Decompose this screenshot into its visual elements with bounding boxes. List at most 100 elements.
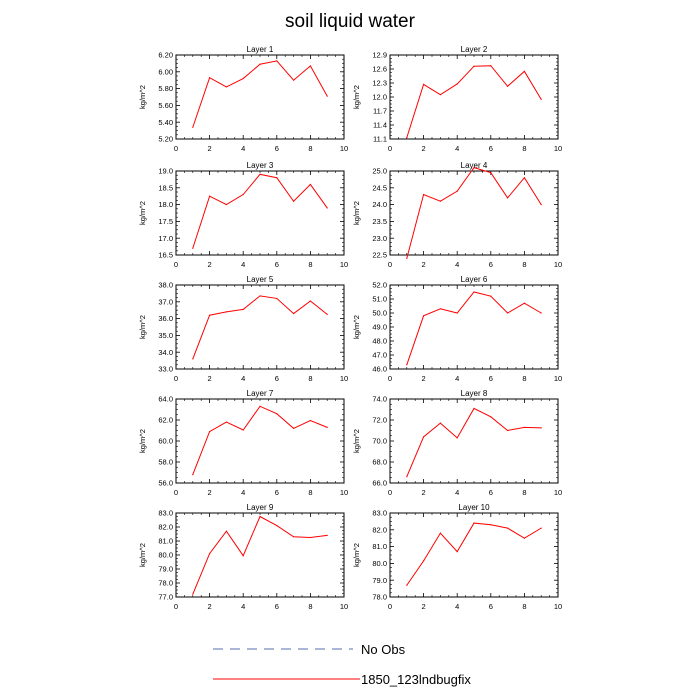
y-tick-label: 78.0: [158, 579, 173, 588]
plot-frame: [389, 512, 559, 598]
panel-grid: Layer 10 2 4 6 8 105.205.405.605.806.006.20kg…: [138, 45, 562, 611]
panel-title: Layer 5: [247, 275, 274, 284]
data-point: [456, 437, 458, 439]
data-point: [439, 422, 441, 424]
x-tick-label: 6: [489, 144, 493, 153]
y-tick-label: 12.9: [372, 51, 387, 60]
x-tick-label: 4: [241, 374, 245, 383]
x-tick-label: 2: [422, 374, 426, 383]
data-point: [540, 98, 542, 100]
data-point: [326, 95, 328, 97]
y-tick-label: 50.0: [372, 309, 387, 318]
plot-frame: [389, 170, 559, 256]
data-point: [192, 358, 194, 360]
data-point: [540, 204, 542, 206]
y-tick-label: 5.40: [158, 118, 173, 127]
panel-title: Layer 8: [461, 389, 488, 398]
panel-title: Layer 7: [247, 389, 274, 398]
x-tick-label: 0: [388, 144, 392, 153]
data-point: [225, 530, 227, 532]
y-axis-label: kg/m^2: [352, 543, 361, 567]
data-point: [309, 300, 311, 302]
x-tick-label: 10: [340, 488, 348, 497]
data-point: [225, 421, 227, 423]
legend-label-model: 1850_123lndbugfix: [361, 672, 471, 687]
y-tick-label: 83.0: [158, 509, 173, 518]
x-tick-label: 6: [275, 602, 279, 611]
y-axis-label: kg/m^2: [138, 85, 147, 109]
data-point: [423, 315, 425, 317]
x-tick-label: 8: [308, 488, 312, 497]
data-point: [293, 427, 295, 429]
plot-frame: [175, 512, 345, 598]
data-point: [423, 83, 425, 85]
panel-title: Layer 2: [461, 45, 488, 54]
data-point: [439, 308, 441, 310]
x-tick-label: 8: [308, 260, 312, 269]
x-tick-label: 0: [388, 488, 392, 497]
data-point: [326, 534, 328, 537]
data-point: [473, 407, 475, 410]
x-tick-label: 4: [241, 488, 245, 497]
y-tick-label: 83.0: [372, 509, 387, 518]
y-tick-label: 47.0: [372, 351, 387, 360]
data-point: [225, 86, 227, 88]
data-point: [225, 204, 227, 206]
y-tick-label: 23.5: [372, 217, 387, 226]
x-tick-label: 6: [275, 260, 279, 269]
y-tick-label: 34.0: [158, 348, 173, 357]
y-tick-label: 66.0: [372, 479, 387, 488]
y-tick-label: 70.0: [372, 437, 387, 446]
y-tick-label: 5.80: [158, 84, 173, 93]
data-point: [523, 537, 526, 539]
series-line: [192, 405, 328, 475]
legend: No Obs 1850_123lndbugfix: [213, 642, 471, 687]
data-point: [276, 60, 278, 62]
plot-frame: [175, 170, 345, 256]
data-point: [490, 295, 492, 297]
x-tick-label: 10: [554, 144, 562, 153]
y-tick-label: 80.0: [372, 559, 387, 568]
data-point: [473, 291, 475, 293]
y-tick-label: 82.0: [372, 525, 387, 534]
x-tick-label: 6: [275, 374, 279, 383]
panel-layer-9: Layer 9 0 2 4 6 8 10 77.0 78.0 79.0 80.0 81.0 82.0 83…: [138, 503, 348, 611]
y-tick-label: 35.0: [158, 331, 173, 340]
x-tick-label: 6: [275, 488, 279, 497]
y-axis-label: kg/m^2: [352, 315, 361, 339]
legend-label-no-obs: No Obs: [361, 642, 406, 657]
x-tick-label: 2: [208, 602, 212, 611]
y-tick-label: 18.5: [158, 183, 173, 192]
y-tick-label: 36.0: [158, 314, 173, 323]
plot-frame: [389, 398, 559, 484]
y-tick-label: 12.0: [372, 93, 387, 102]
x-tick-label: 2: [422, 260, 426, 269]
y-tick-label: 11.7: [373, 107, 387, 116]
x-tick-label: 8: [522, 374, 526, 383]
y-tick-label: 23.0: [372, 234, 387, 243]
x-tick-label: 2: [208, 488, 212, 497]
y-tick-label: 48.0: [372, 337, 387, 346]
y-tick-label: 79.0: [372, 576, 387, 585]
y-tick-label: 64.0: [158, 395, 173, 404]
x-tick-label: 8: [308, 602, 312, 611]
data-point: [423, 436, 425, 438]
data-point: [276, 413, 278, 415]
plot-frame: [389, 284, 559, 370]
x-tick-label: 2: [422, 144, 426, 153]
data-point: [259, 405, 261, 407]
data-point: [326, 207, 328, 209]
x-tick-label: 10: [554, 374, 562, 383]
data-point: [309, 65, 311, 67]
data-point: [540, 527, 542, 529]
data-point: [259, 515, 261, 518]
data-point: [209, 430, 211, 433]
y-tick-label: 12.3: [372, 79, 387, 88]
series-line: [406, 522, 542, 586]
data-point: [456, 312, 458, 314]
x-tick-label: 6: [489, 374, 493, 383]
data-point: [192, 474, 194, 476]
data-point: [439, 532, 441, 534]
panel-layer-3: Layer 3 0 2 4 6 8 10 16.5 17.0 17.5 18.0 18.5 19.0 kg…: [138, 161, 348, 269]
panel-layer-6: Layer 6 0 2 4 6 8 10 46.0 47.0 48.0 49.0 50.0 51.0 52…: [352, 275, 562, 383]
